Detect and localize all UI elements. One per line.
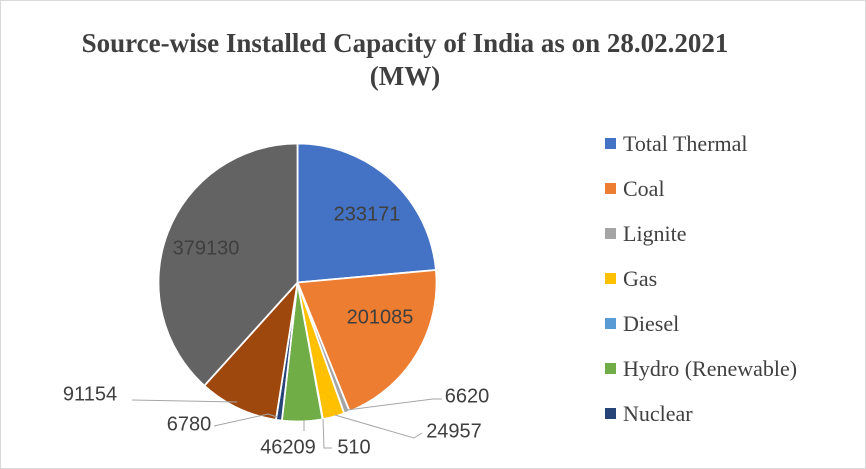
data-label-lignite: 6620 (444, 385, 490, 408)
data-label-coal: 201085 (346, 306, 414, 329)
legend-item-diesel[interactable]: Diesel (605, 301, 797, 346)
legend-swatch-hydro (605, 363, 616, 374)
legend-label-gas: Gas (623, 265, 658, 291)
pie-slices (157, 142, 438, 423)
pie-slice-slice-7[interactable] (203, 281, 299, 421)
legend-swatch-gas (605, 273, 616, 284)
legend-label-hydro: Hydro (Renewable) (623, 355, 798, 381)
legend-item-nuclear[interactable]: Nuclear (605, 391, 797, 436)
data-label-diesel: 510 (337, 436, 371, 459)
legend-item-total-thermal[interactable]: Total Thermal (605, 121, 797, 166)
legend-item-lignite[interactable]: Lignite (605, 211, 797, 256)
legend-label-diesel: Diesel (623, 310, 680, 336)
leader-line-diesel (322, 418, 332, 449)
data-label-slice-7: 91154 (62, 383, 118, 406)
data-label-hydro: 46209 (260, 436, 316, 459)
legend-item-coal[interactable]: Coal (605, 166, 797, 211)
legend-swatch-diesel (605, 318, 616, 329)
pie-slice-slice-8[interactable] (157, 142, 299, 387)
pie-slice-total-thermal[interactable] (296, 142, 437, 284)
legend-swatch-nuclear (605, 408, 616, 419)
leader-line-nuclear (213, 413, 278, 427)
pie-slice-coal[interactable] (296, 269, 438, 413)
legend-swatch-lignite (605, 228, 616, 239)
legend-label-lignite: Lignite (623, 220, 687, 246)
legend-item-gas[interactable]: Gas (605, 256, 797, 301)
leader-line-lignite (346, 398, 442, 411)
legend-label-nuclear: Nuclear (623, 400, 693, 426)
data-label-nuclear: 6780 (166, 413, 212, 436)
legend: Total Thermal Coal Lignite Gas Diesel Hy… (605, 121, 797, 436)
legend-item-hydro[interactable]: Hydro (Renewable) (605, 346, 797, 391)
data-label-total-thermal: 233171 (333, 203, 401, 226)
chart-title: Source-wise Installed Capacity of India … (81, 28, 729, 91)
legend-label-total-thermal: Total Thermal (623, 130, 748, 156)
legend-label-coal: Coal (623, 175, 665, 201)
data-label-slice-8: 379130 (172, 237, 240, 260)
leader-line-slice-7 (131, 399, 238, 403)
data-label-gas: 24957 (426, 420, 482, 443)
leader-lines (131, 398, 442, 449)
legend-swatch-coal (605, 183, 616, 194)
legend-swatch-total-thermal (605, 138, 616, 149)
leader-line-gas (334, 414, 423, 439)
